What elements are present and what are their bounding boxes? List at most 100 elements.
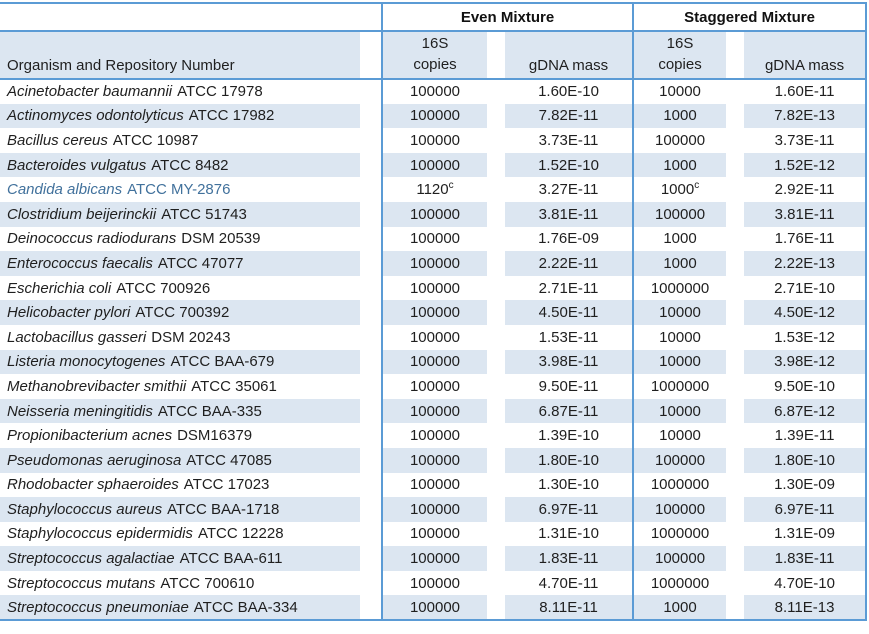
table-row: Deinococcus radiodurans DSM 20539 100000 … (0, 226, 868, 252)
staggered-16s-copies-cell: 1000000 (632, 275, 727, 301)
organism-cell: Lactobacillus gasseri DSM 20243 (0, 324, 360, 350)
copies-value: 100000 (409, 402, 461, 420)
spacer-cell (487, 497, 505, 522)
copies-value: 100000 (409, 525, 461, 543)
organism-repository-number: ATCC BAA-1718 (167, 500, 280, 518)
copies-value: 10000 (659, 328, 701, 346)
organism-cell: Candida albicans ATCC MY-2876 (0, 177, 360, 202)
copies-value: 1000000 (650, 525, 710, 543)
even-gdna-mass-cell: 6.87E-11 (505, 398, 634, 424)
table-row: Staphylococcus epidermidis ATCC 12228 100… (0, 521, 868, 547)
spacer-cell (487, 177, 505, 202)
even-gdna-mass-column-header: gDNA mass (505, 31, 634, 80)
organism-cell: Escherichia coli ATCC 700926 (0, 275, 360, 301)
table-row: Lactobacillus gasseri DSM 20243 100000 1.… (0, 324, 868, 350)
even-gdna-mass-cell: 3.81E-11 (505, 201, 634, 227)
even-16s-copies-cell: 100000 (381, 349, 487, 375)
organism-repository-number: ATCC MY-2876 (127, 181, 231, 199)
organism-repository-number: DSM16379 (177, 427, 253, 445)
table-row: Clostridium beijerinckii ATCC 51743 10000… (0, 201, 868, 227)
spacer-cell (360, 251, 382, 276)
table-row: Bacillus cereus ATCC 10987 100000 3.73E-1… (0, 128, 868, 153)
copies-value: 100000 (409, 156, 461, 174)
organism-scientific-name: Enterococcus faecalis (7, 254, 153, 272)
even-16s-copies-cell: 100000 (381, 324, 487, 350)
spacer-cell (726, 128, 745, 153)
copies-value: 100000 (409, 500, 461, 518)
organism-repository-number: ATCC 700392 (135, 304, 230, 322)
even-gdna-mass-cell: 9.50E-11 (505, 374, 634, 399)
organism-repository-number: DSM 20539 (181, 230, 261, 248)
spacer-cell (487, 398, 505, 424)
organism-cell: Methanobrevibacter smithii ATCC 35061 (0, 374, 360, 399)
spacer-cell (487, 349, 505, 375)
staggered-16s-copies-cell: 10000 (632, 300, 727, 325)
even-gdna-mass-cell: 1.52E-10 (505, 152, 634, 178)
staggered-gdna-mass-cell: 6.97E-11 (744, 497, 868, 522)
copies-value: 100000 (409, 131, 461, 149)
organism-repository-number: ATCC 17982 (188, 107, 275, 125)
organism-scientific-name: Clostridium beijerinckii (7, 205, 157, 223)
table-row: Enterococcus faecalis ATCC 47077 100000 2… (0, 251, 868, 276)
spacer-cell (487, 226, 505, 252)
copies-value: 1000000 (650, 574, 710, 592)
table-row: Escherichia coli ATCC 700926 100000 2.71E… (0, 275, 868, 301)
copies-value: 100000 (409, 550, 461, 568)
copies-value: 100000 (409, 476, 461, 494)
copies-value: 1000 (663, 254, 697, 272)
even-16s-copies-cell: 100000 (381, 103, 487, 129)
staggered-gdna-mass-cell: 1.83E-11 (744, 546, 868, 571)
spacer-cell (360, 447, 382, 473)
spacer-cell (487, 447, 505, 473)
staggered-16s-copies-cell: 10000 (632, 324, 727, 350)
table-row: Pseudomonas aeruginosa ATCC 47085 100000 … (0, 447, 868, 473)
copies-value: 100000 (409, 304, 461, 322)
even-gdna-mass-cell: 3.98E-11 (505, 349, 634, 375)
even-gdna-mass-cell: 3.73E-11 (505, 128, 634, 153)
even-gdna-mass-cell: 3.27E-11 (505, 177, 634, 202)
table-row: Actinomyces odontolyticus ATCC 17982 1000… (0, 103, 868, 129)
spacer-cell (726, 521, 745, 547)
organism-cell: Streptococcus pneumoniae ATCC BAA-334 (0, 595, 360, 622)
even-mixture-header: Even Mixture (380, 2, 634, 32)
table-row: Bacteroides vulgatus ATCC 8482 100000 1.5… (0, 152, 868, 178)
copies-value: 100000 (409, 451, 461, 469)
spacer-cell (487, 251, 505, 276)
spacer-cell (487, 521, 505, 547)
copies-value: 100000 (409, 254, 461, 272)
organism-cell: Pseudomonas aeruginosa ATCC 47085 (0, 447, 360, 473)
even-gdna-mass-cell: 7.82E-11 (505, 103, 634, 129)
organism-cell: Clostridium beijerinckii ATCC 51743 (0, 201, 360, 227)
table-row: Acinetobacter baumannii ATCC 17978 100000… (0, 79, 868, 104)
staggered-gdna-mass-cell: 1.31E-09 (744, 521, 868, 547)
copies-value: 10000 (659, 83, 701, 101)
table-row: Helicobacter pylori ATCC 700392 100000 4.… (0, 300, 868, 325)
staggered-16s-copies-cell: 1000 (632, 251, 727, 276)
spacer-cell (360, 300, 382, 325)
copies-header-line2: copies (658, 56, 702, 73)
spacer-cell (726, 300, 745, 325)
copies-value: 100000 (655, 550, 706, 568)
organism-scientific-name: Listeria monocytogenes (7, 353, 166, 371)
copies-value: 1000 (663, 230, 697, 248)
even-gdna-mass-cell: 4.70E-11 (505, 570, 634, 596)
organism-repository-number: ATCC 17023 (183, 476, 270, 494)
staggered-16s-copies-cell: 1000 (632, 103, 727, 129)
even-gdna-mass-cell: 4.50E-11 (505, 300, 634, 325)
spacer-cell (360, 201, 382, 227)
copies-value: 100000 (409, 574, 461, 592)
spacer-cell (487, 570, 505, 596)
organism-cell: Streptococcus mutans ATCC 700610 (0, 570, 360, 596)
even-16s-copies-cell: 100000 (381, 226, 487, 252)
organism-scientific-name: Rhodobacter sphaeroides (7, 476, 179, 494)
spacer-cell (360, 128, 382, 153)
staggered-gdna-mass-cell: 6.87E-12 (744, 398, 868, 424)
organism-scientific-name: Neisseria meningitidis (7, 402, 153, 420)
even-16s-copies-cell: 100000 (381, 275, 487, 301)
copies-value: 100000 (409, 83, 461, 101)
table-row: Listeria monocytogenes ATCC BAA-679 10000… (0, 349, 868, 375)
even-16s-copies-cell: 100000 (381, 570, 487, 596)
staggered-gdna-mass-cell: 1.76E-11 (744, 226, 868, 252)
staggered-gdna-mass-column-header: gDNA mass (744, 31, 868, 80)
staggered-16s-copies-cell: 1000 (632, 226, 727, 252)
